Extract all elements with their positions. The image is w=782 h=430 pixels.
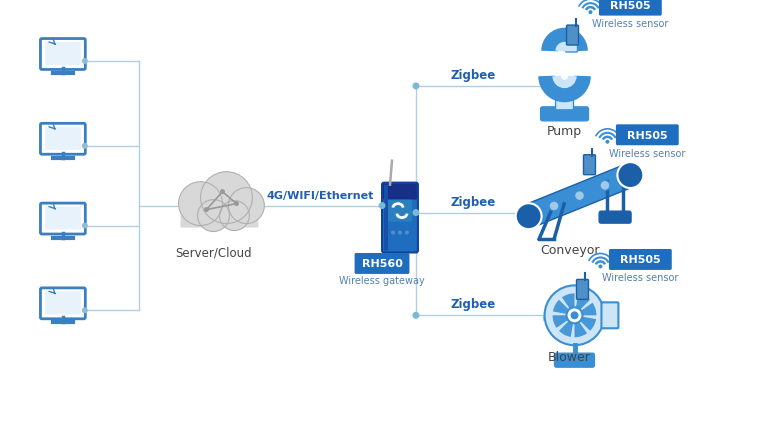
Wedge shape [575, 316, 587, 338]
FancyBboxPatch shape [599, 0, 662, 17]
Text: RH560: RH560 [361, 259, 403, 269]
Circle shape [405, 231, 409, 235]
Circle shape [618, 163, 644, 189]
FancyBboxPatch shape [41, 40, 85, 70]
FancyBboxPatch shape [41, 288, 85, 319]
FancyBboxPatch shape [384, 185, 388, 251]
FancyBboxPatch shape [540, 108, 589, 122]
Text: Wireless sensor: Wireless sensor [609, 148, 686, 158]
Circle shape [589, 11, 593, 15]
Text: Conveyor: Conveyor [540, 244, 599, 257]
Wedge shape [562, 294, 575, 316]
Text: Server/Cloud: Server/Cloud [175, 246, 252, 259]
Circle shape [544, 286, 604, 345]
Text: Zigbee: Zigbee [451, 298, 496, 310]
FancyBboxPatch shape [555, 87, 573, 111]
Wedge shape [553, 316, 575, 328]
FancyBboxPatch shape [616, 125, 679, 146]
Text: Wireless gateway: Wireless gateway [339, 276, 425, 286]
Circle shape [412, 312, 419, 319]
Wedge shape [559, 316, 575, 337]
FancyBboxPatch shape [45, 43, 81, 66]
Circle shape [82, 59, 88, 65]
FancyBboxPatch shape [388, 200, 412, 222]
Circle shape [600, 181, 610, 191]
FancyBboxPatch shape [601, 303, 619, 329]
Circle shape [412, 83, 419, 90]
Text: 4G/WIFI/Ethernet: 4G/WIFI/Ethernet [267, 190, 374, 200]
Text: RH505: RH505 [627, 130, 668, 141]
FancyBboxPatch shape [41, 204, 85, 234]
Wedge shape [575, 294, 590, 316]
Circle shape [220, 201, 249, 231]
Circle shape [566, 307, 583, 323]
Circle shape [549, 201, 559, 212]
Text: Zigbee: Zigbee [451, 69, 496, 82]
FancyBboxPatch shape [45, 207, 81, 230]
Wedge shape [553, 300, 575, 316]
Text: Zigbee: Zigbee [451, 195, 496, 208]
Circle shape [391, 231, 395, 235]
Circle shape [598, 265, 602, 269]
Circle shape [234, 202, 239, 207]
Circle shape [204, 208, 209, 212]
Circle shape [82, 223, 88, 229]
FancyBboxPatch shape [45, 128, 81, 150]
Circle shape [398, 231, 402, 235]
Circle shape [515, 204, 542, 230]
FancyBboxPatch shape [599, 212, 631, 224]
FancyBboxPatch shape [181, 210, 258, 228]
FancyBboxPatch shape [383, 184, 417, 200]
Polygon shape [524, 165, 635, 228]
Text: Wireless sensor: Wireless sensor [592, 19, 669, 29]
Text: Pump: Pump [547, 125, 582, 138]
Circle shape [200, 172, 253, 224]
FancyBboxPatch shape [576, 280, 589, 300]
FancyBboxPatch shape [609, 249, 672, 270]
Text: RH505: RH505 [610, 1, 651, 11]
Circle shape [82, 307, 88, 313]
Circle shape [228, 188, 264, 224]
Text: Blower: Blower [548, 350, 591, 363]
FancyBboxPatch shape [382, 183, 418, 253]
Text: RH505: RH505 [620, 255, 661, 265]
Circle shape [412, 209, 419, 217]
Circle shape [220, 190, 225, 195]
Wedge shape [575, 303, 597, 316]
FancyBboxPatch shape [565, 29, 577, 53]
Circle shape [378, 203, 386, 209]
Circle shape [575, 191, 584, 201]
FancyBboxPatch shape [45, 292, 81, 315]
FancyBboxPatch shape [583, 155, 595, 175]
FancyBboxPatch shape [354, 253, 410, 274]
Wedge shape [575, 316, 596, 331]
FancyBboxPatch shape [41, 124, 85, 155]
Circle shape [82, 144, 88, 149]
Text: Wireless sensor: Wireless sensor [602, 273, 679, 283]
Circle shape [198, 200, 229, 232]
Circle shape [571, 312, 579, 319]
Circle shape [605, 141, 609, 144]
FancyBboxPatch shape [554, 353, 594, 367]
FancyBboxPatch shape [566, 26, 579, 46]
Circle shape [178, 182, 222, 226]
